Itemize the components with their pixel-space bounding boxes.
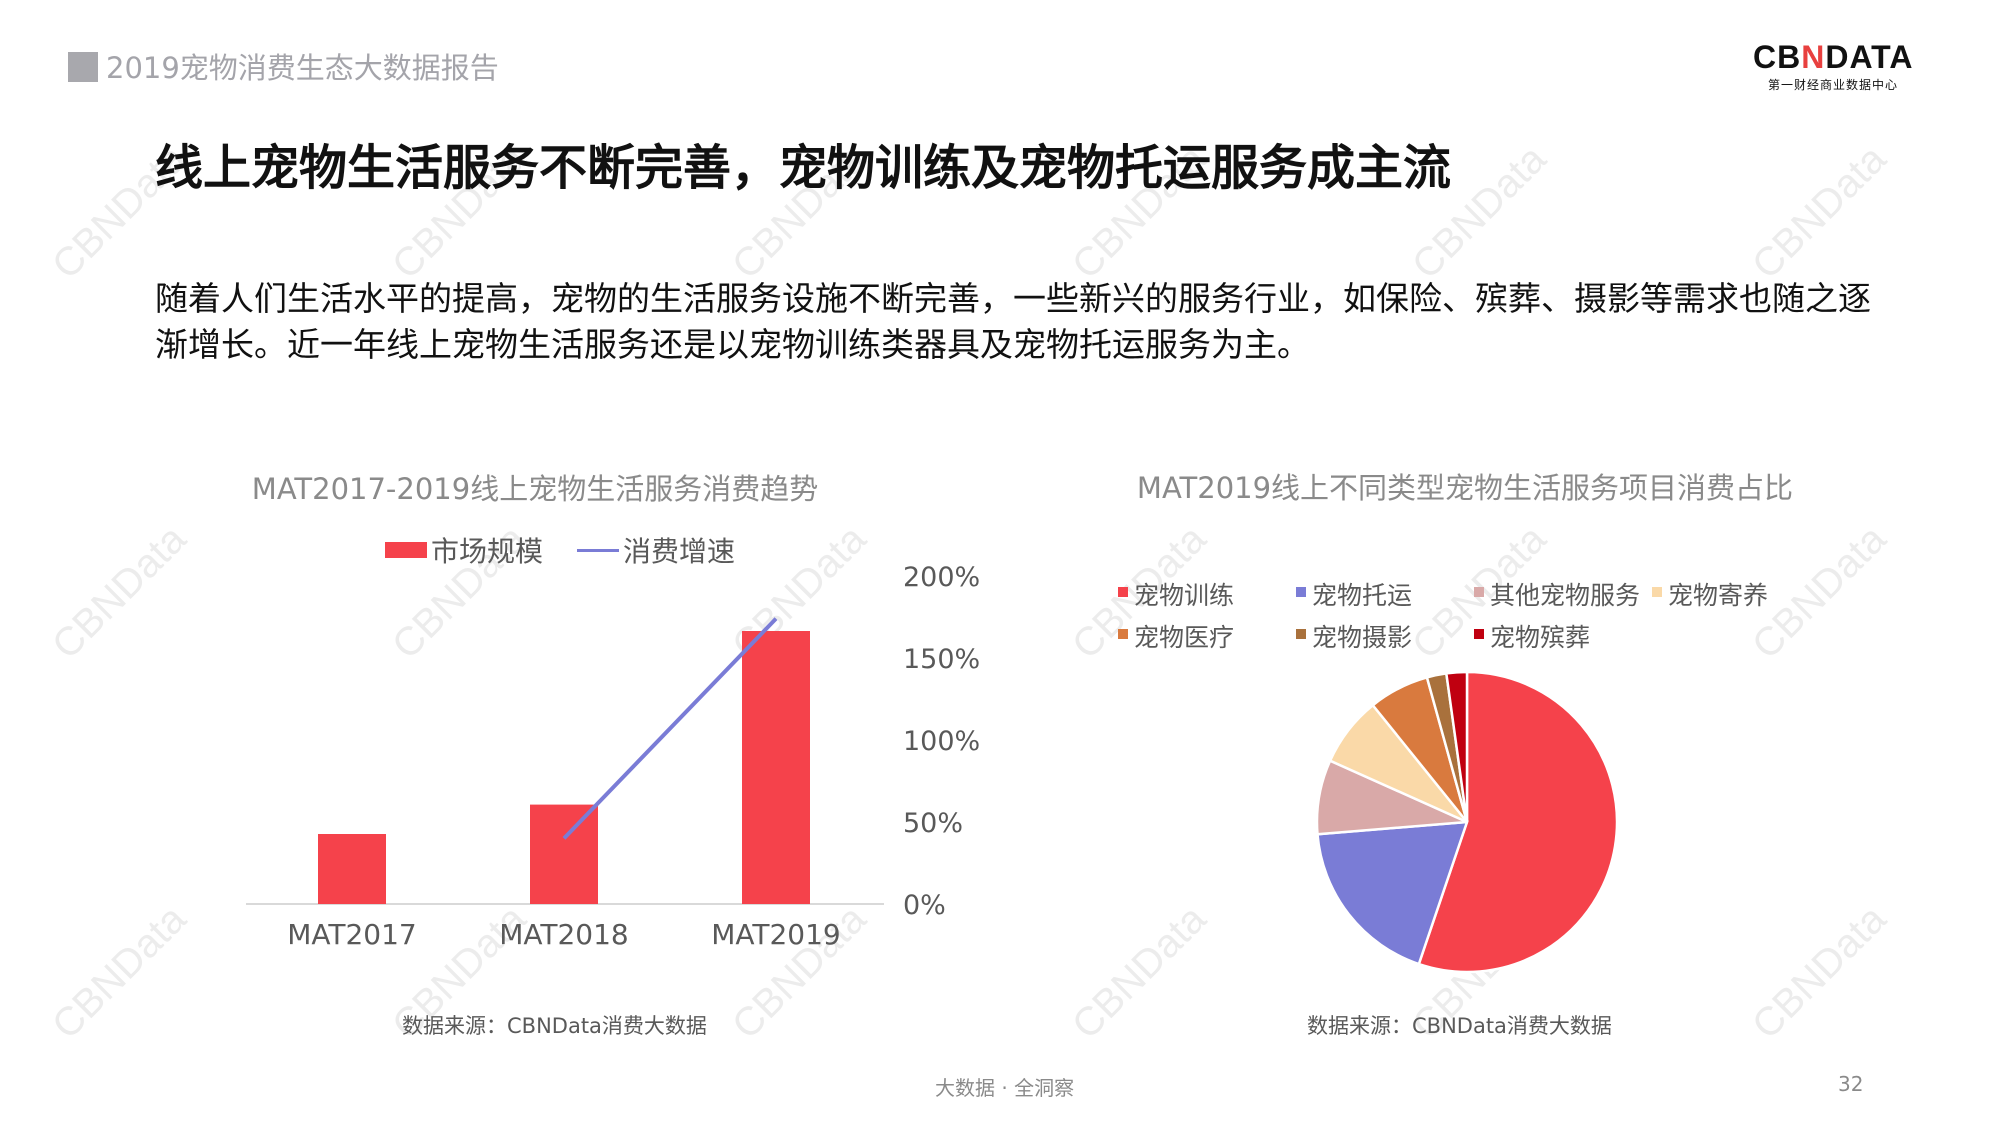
logo-suffix: DATA (1825, 39, 1914, 75)
pie-slice-宠物殡葬 (1444, 670, 1469, 823)
bar-MAT2019 (742, 631, 810, 904)
pie-chart-title: MAT2019线上不同类型宠物生活服务项目消费占比 (1136, 471, 1794, 505)
report-title: 2019宠物消费生态大数据报告 (106, 51, 499, 85)
footer-slogan: 大数据 · 全洞察 (935, 1076, 1075, 1100)
pie-legend-swatch (1474, 629, 1484, 639)
y2-tick-label: 100% (903, 726, 980, 757)
x-tick-label: MAT2017 (287, 918, 417, 951)
page-number: 32 (1838, 1072, 1864, 1096)
logo-prefix: CB (1753, 39, 1802, 75)
pie-legend-label: 其他宠物服务 (1490, 581, 1641, 610)
pie-legend-label: 宠物托运 (1312, 581, 1413, 610)
pie-legend-swatch (1118, 587, 1128, 597)
pie-legend-swatch (1296, 629, 1306, 639)
legend-label-market-size: 市场规模 (431, 535, 544, 568)
pie-legend-swatch (1652, 587, 1662, 597)
pie-legend-swatch (1296, 587, 1306, 597)
bar-chart-title: MAT2017-2019线上宠物生活服务消费趋势 (251, 472, 819, 506)
pie-legend-label: 宠物寄养 (1668, 581, 1769, 610)
logo-mark: N (1801, 39, 1826, 75)
pie-legend-swatch (1474, 587, 1484, 597)
legend-swatch-growth-rate (577, 549, 619, 552)
legend-label-growth-rate: 消费增速 (623, 535, 736, 568)
body-paragraph: 随着人们生活水平的提高，宠物的生活服务设施不断完善，一些新兴的服务行业，如保险、… (155, 279, 1871, 364)
pie-slice-宠物训练 (1417, 670, 1619, 974)
x-tick-label: MAT2018 (499, 918, 629, 951)
pie-legend-label: 宠物殡葬 (1490, 623, 1591, 652)
pie-legend-swatch (1118, 629, 1128, 639)
pie-legend-label: 宠物训练 (1134, 581, 1235, 610)
report-title-marker (68, 52, 98, 82)
bar-chart-source: 数据来源：CBNData消费大数据 (402, 1014, 707, 1038)
cbndata-logo: CBNDATA 第一财经商业数据中心 (1753, 40, 1913, 93)
page-heading: 线上宠物生活服务不断完善，宠物训练及宠物托运服务成主流 (155, 140, 1452, 196)
y2-tick-label: 0% (903, 890, 946, 921)
y2-tick-label: 150% (903, 644, 980, 675)
bar-chart-legend: 市场规模 消费增速 (385, 530, 785, 570)
pie-slice-宠物托运 (1316, 820, 1469, 966)
pie-legend-label: 宠物医疗 (1134, 623, 1235, 652)
logo-wordmark: CBNDATA (1753, 40, 1913, 74)
bar-MAT2018 (530, 804, 598, 904)
x-tick-label: MAT2019 (711, 918, 841, 951)
y2-tick-label: 200% (903, 562, 980, 593)
pie-legend-label: 宠物摄影 (1312, 623, 1413, 652)
y2-tick-label: 50% (903, 808, 963, 839)
pie-chart-source: 数据来源：CBNData消费大数据 (1307, 1014, 1612, 1038)
logo-subtitle: 第一财经商业数据中心 (1767, 78, 1898, 92)
growth-rate-line (562, 617, 778, 840)
bar-MAT2017 (318, 834, 386, 904)
legend-swatch-market-size (385, 542, 427, 558)
